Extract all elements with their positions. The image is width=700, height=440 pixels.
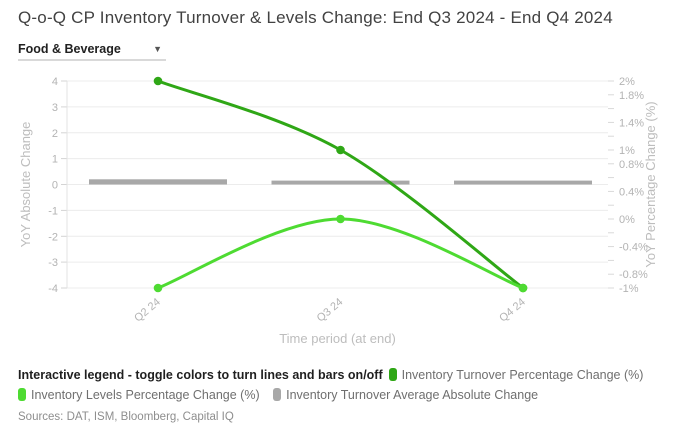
right-axis-tick-label: 0.4% <box>619 186 644 198</box>
right-axis-tick-label: -0.4% <box>619 242 648 254</box>
right-axis-tick-label: 0.8% <box>619 159 644 171</box>
legend-swatch-icon <box>18 388 26 401</box>
bar-segment <box>454 180 592 185</box>
x-axis-tick-label: Q3 24 <box>315 296 346 324</box>
legend-item-label: Inventory Turnover Percentage Change (%) <box>401 368 644 382</box>
left-axis-title: YoY Absolute Change <box>18 122 33 248</box>
legend-intro: Interactive legend - toggle colors to tu… <box>18 368 383 382</box>
right-axis-tick-label: 1.4% <box>619 117 644 129</box>
legend-item-turnover-pct[interactable]: Inventory Turnover Percentage Change (%) <box>388 368 644 382</box>
sources-note: Sources: DAT, ISM, Bloomberg, Capital IQ <box>18 411 234 423</box>
legend-item-label: Inventory Levels Percentage Change (%) <box>31 388 260 402</box>
data-point-marker <box>153 283 163 293</box>
left-axis-tick-label: 1 <box>52 154 58 166</box>
page-title: Q-o-Q CP Inventory Turnover & Levels Cha… <box>18 8 613 27</box>
right-axis-tick-label: -0.8% <box>619 269 648 281</box>
left-axis-tick-label: 3 <box>52 102 58 114</box>
left-axis-tick-label: -3 <box>48 257 58 269</box>
x-axis-title: Time period (at end) <box>279 331 396 346</box>
series-line-1 <box>156 217 525 290</box>
x-axis-tick-label: Q2 24 <box>132 296 163 324</box>
data-point-marker <box>153 76 163 86</box>
bar-segment <box>271 180 410 185</box>
bar-segment <box>89 179 227 185</box>
left-axis-tick-label: -1 <box>48 205 58 217</box>
left-axis-tick-label: -2 <box>48 231 58 243</box>
left-axis-tick-label: 0 <box>52 180 58 192</box>
data-point-marker <box>336 145 345 155</box>
sector-dropdown-value: Food & Beverage <box>18 41 121 56</box>
right-axis-tick-label: 2% <box>619 76 635 88</box>
right-axis-title: YoY Percentage Change (%) <box>643 101 658 267</box>
legend-item-label: Inventory Turnover Average Absolute Chan… <box>286 388 539 402</box>
legend-swatch-icon <box>273 388 282 401</box>
right-axis-tick-label: 1% <box>619 145 635 157</box>
legend-item-levels-pct[interactable]: Inventory Levels Percentage Change (%) <box>18 388 260 402</box>
right-axis-tick-label: 0% <box>619 214 635 226</box>
legend-swatch-icon <box>388 368 397 381</box>
left-axis-tick-label: 4 <box>52 76 58 88</box>
x-axis-tick-label: Q4 24 <box>497 296 528 324</box>
data-point-marker <box>336 214 345 224</box>
left-axis-tick-label: 2 <box>52 128 58 140</box>
sector-dropdown[interactable]: Food & Beverage ▼ <box>18 38 166 61</box>
right-axis-tick-label: 1.8% <box>619 90 644 102</box>
chart-plot-area: 4 3 2 1 0 -1 -2 -3 -4 2% 1.8% 1.4% 1% 0.8% 0.4% 0% -0.4%… <box>18 76 658 346</box>
legend-item-turnover-abs[interactable]: Inventory Turnover Average Absolute Chan… <box>273 388 538 402</box>
left-axis-tick-label: -4 <box>48 283 58 295</box>
data-point-marker <box>518 283 528 293</box>
legend: Interactive legend - toggle colors to tu… <box>18 365 690 405</box>
chevron-down-icon: ▼ <box>153 43 162 54</box>
right-axis-tick-label: -1% <box>619 283 639 295</box>
